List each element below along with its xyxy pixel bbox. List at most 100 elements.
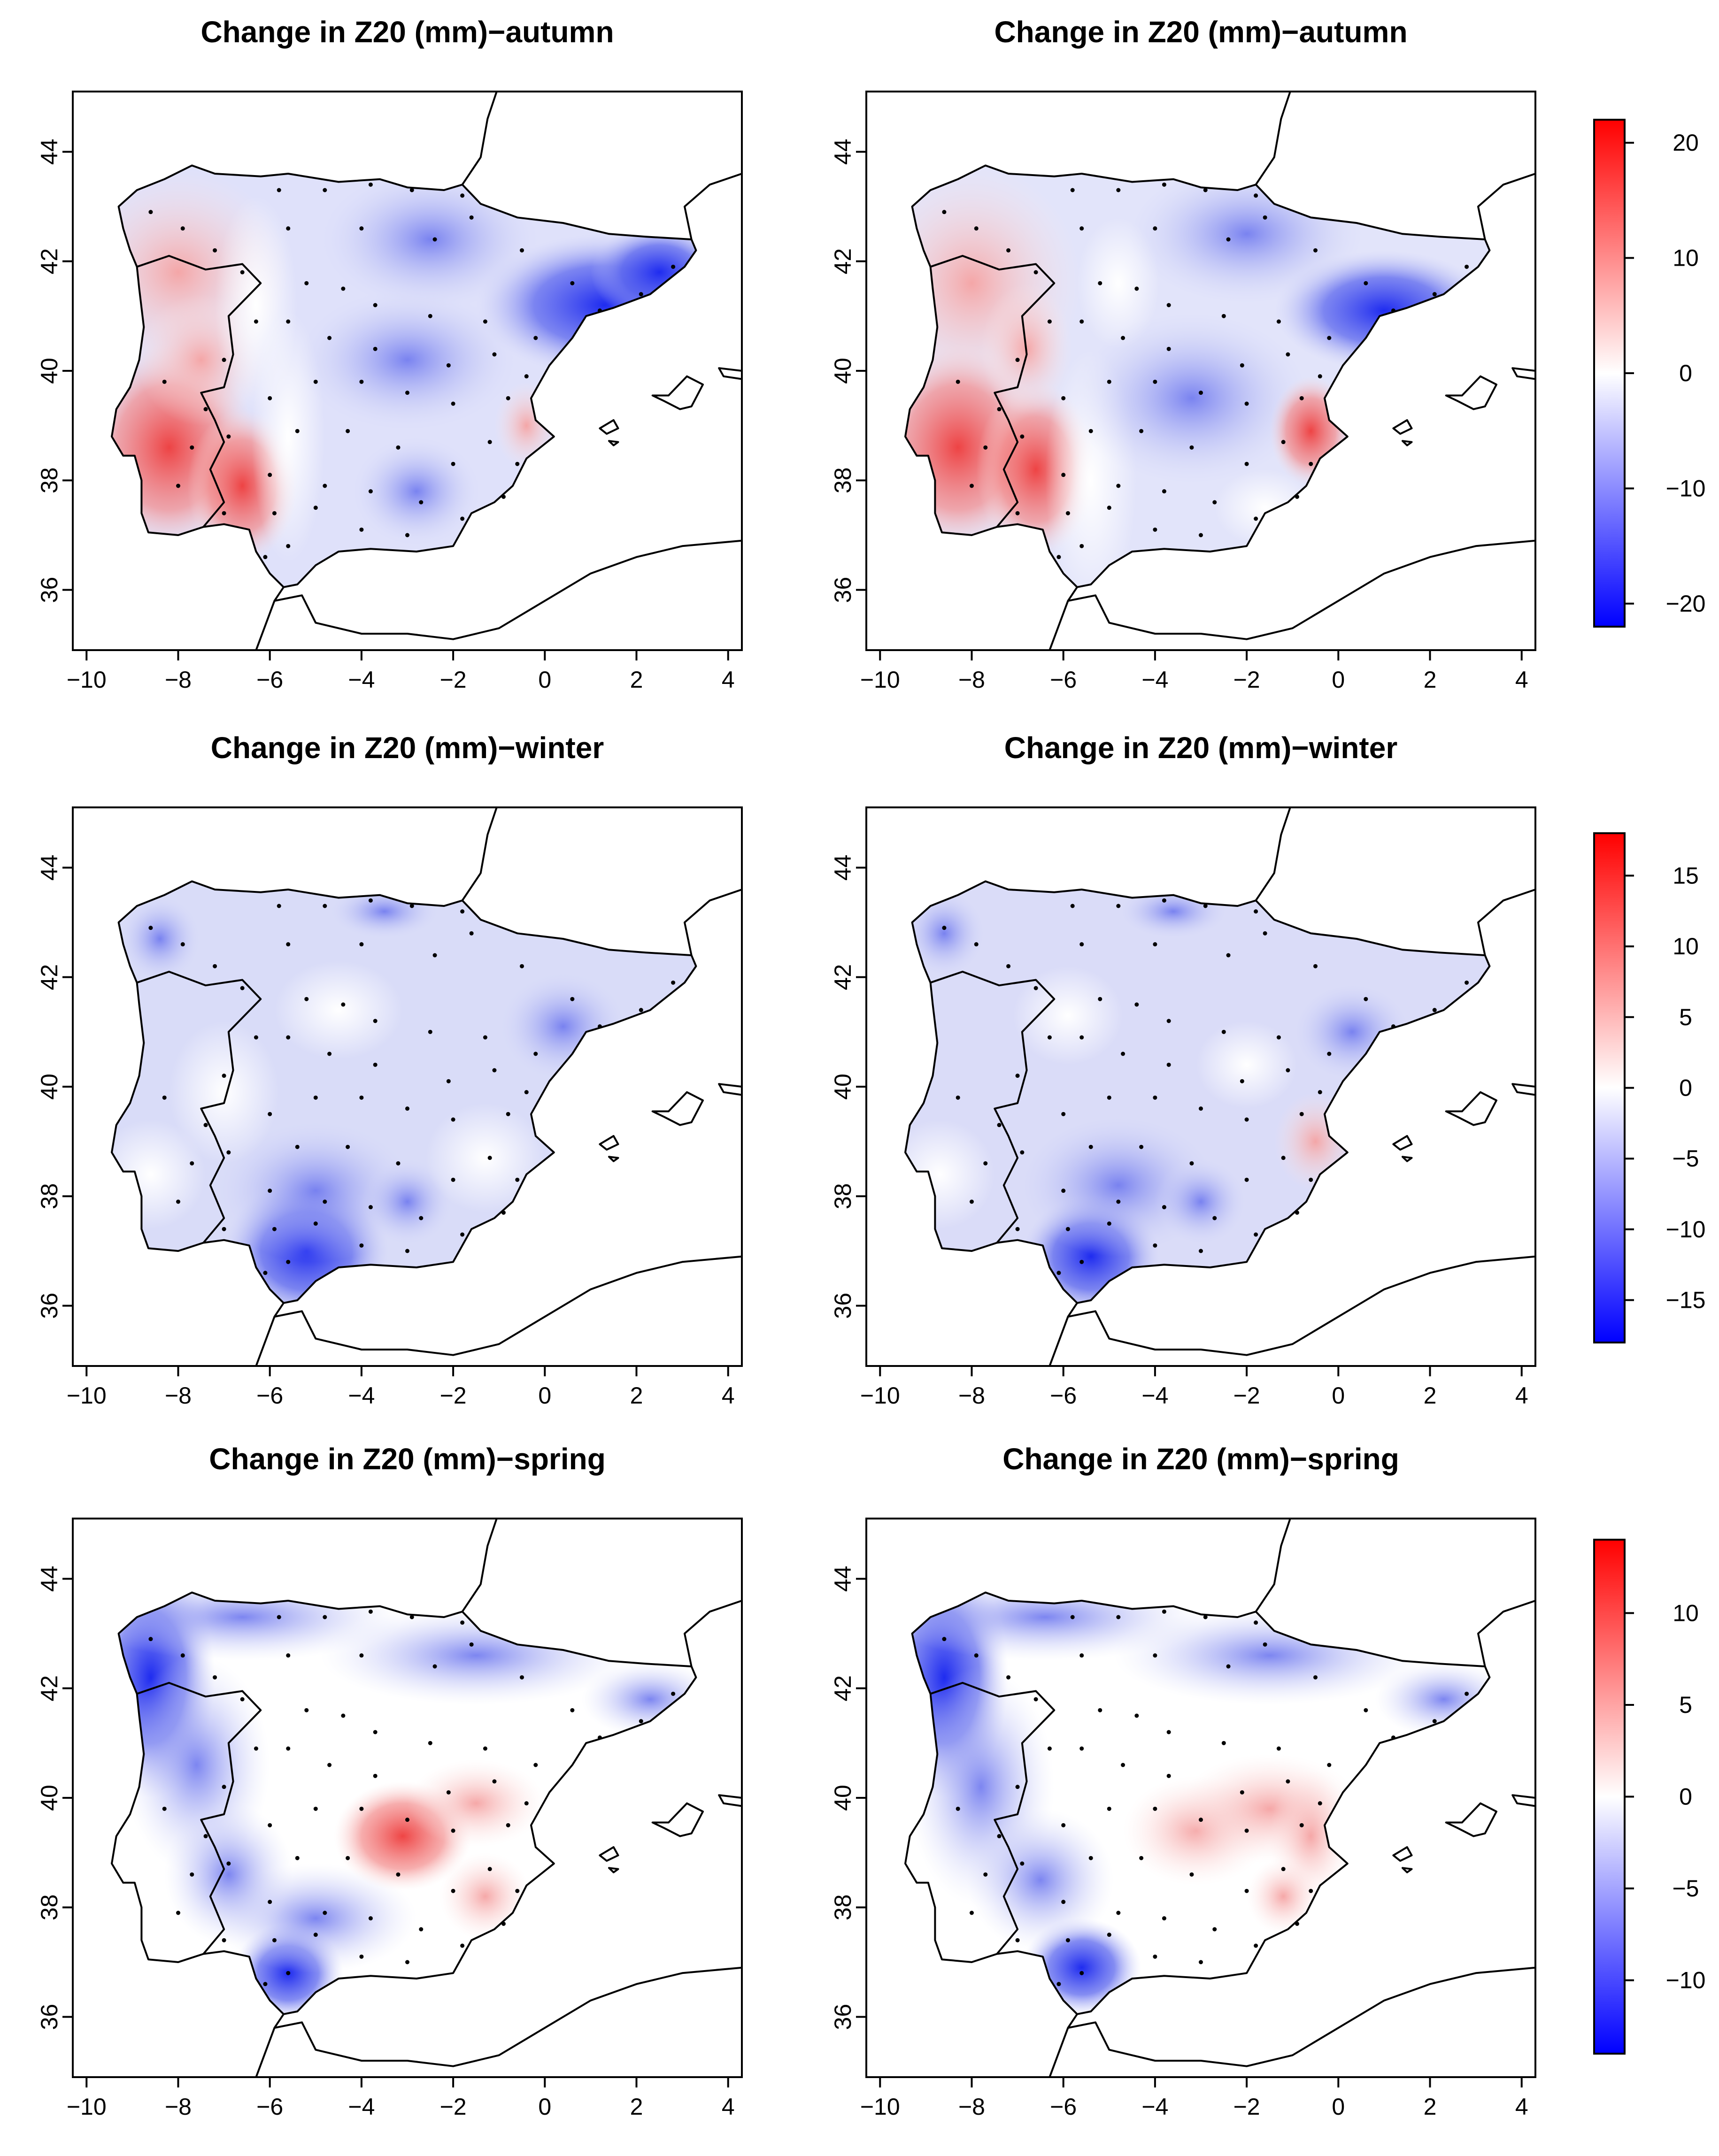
station-point: [942, 926, 947, 930]
balearic-island: [1402, 440, 1413, 446]
station-point: [520, 1675, 524, 1680]
station-point: [1318, 374, 1322, 379]
station-point: [469, 931, 474, 936]
field-anomaly: [169, 1021, 279, 1164]
station-point: [1203, 1615, 1208, 1619]
station-point: [1098, 281, 1102, 285]
y-tick-label: 38: [830, 468, 856, 494]
station-point: [1254, 1620, 1258, 1625]
x-tick-label: −6: [256, 1382, 283, 1409]
station-point: [341, 1713, 346, 1718]
station-point: [1240, 1790, 1244, 1795]
station-point: [213, 248, 217, 253]
station-point: [1240, 1079, 1244, 1083]
station-point: [162, 1806, 167, 1811]
station-point: [1166, 1062, 1171, 1067]
station-point: [1432, 1719, 1437, 1724]
x-tick-label: −2: [1233, 1382, 1260, 1409]
x-tick-label: 0: [1332, 667, 1345, 693]
station-point: [286, 1035, 291, 1040]
station-point: [368, 1916, 373, 1921]
station-point: [597, 308, 602, 313]
station-point: [460, 1620, 465, 1625]
station-point: [1240, 363, 1244, 368]
station-point: [974, 226, 979, 231]
x-tick-label: −2: [440, 1382, 467, 1409]
station-point: [1153, 942, 1157, 947]
station-point: [1221, 1741, 1226, 1745]
station-point: [1070, 904, 1075, 908]
y-tick-label: 38: [830, 1183, 856, 1210]
station-point: [597, 1735, 602, 1740]
x-tick-label: 4: [1515, 667, 1528, 693]
station-point: [1070, 1615, 1075, 1619]
station-point: [286, 1259, 291, 1264]
station-point: [323, 1199, 327, 1204]
station-point: [533, 1763, 538, 1767]
station-point: [1244, 1888, 1249, 1893]
portugal-border: [136, 971, 262, 1243]
station-point: [1065, 511, 1070, 515]
station-point: [341, 286, 346, 291]
balearic-island: [1511, 1083, 1536, 1096]
station-point: [268, 1823, 272, 1827]
station-point: [1309, 1177, 1313, 1182]
station-point: [1061, 473, 1066, 477]
station-point: [1226, 953, 1231, 958]
station-point: [428, 1029, 432, 1034]
station-point: [268, 1900, 272, 1904]
station-point: [190, 1161, 194, 1166]
y-tick-label: 38: [36, 468, 62, 494]
station-point: [313, 1933, 318, 1937]
station-point: [506, 1823, 510, 1827]
station-point: [405, 1249, 409, 1253]
station-point: [203, 1834, 208, 1839]
station-point: [396, 445, 401, 450]
station-point: [341, 1002, 346, 1007]
station-point: [1056, 555, 1061, 560]
y-tick-label: 40: [36, 1074, 62, 1100]
station-point: [1088, 1144, 1093, 1149]
station-point: [405, 1106, 409, 1111]
station-point: [483, 1035, 487, 1040]
station-point: [1226, 1664, 1231, 1669]
colorbar-ramp: [1593, 1539, 1626, 2055]
station-point: [1244, 401, 1249, 406]
station-point: [501, 494, 506, 499]
station-point: [1295, 494, 1299, 499]
station-point: [323, 1910, 327, 1915]
x-tick-label: −6: [1050, 2094, 1077, 2120]
station-point: [1299, 1823, 1304, 1827]
station-point: [1116, 483, 1121, 488]
station-point: [487, 1156, 492, 1160]
y-tick-label: 36: [36, 1293, 62, 1319]
station-point: [1199, 1818, 1203, 1822]
station-point: [373, 346, 378, 351]
y-tick-label: 36: [36, 577, 62, 603]
station-point: [272, 511, 277, 515]
station-point: [1020, 1861, 1025, 1866]
station-point: [1364, 281, 1368, 285]
field-anomaly: [1274, 1092, 1357, 1191]
x-tick-label: 4: [1515, 2094, 1528, 2120]
balearic-island: [651, 1091, 704, 1126]
france-med-coastline: [684, 173, 742, 240]
x-tick-label: −8: [958, 2094, 985, 2120]
station-point: [1116, 1199, 1121, 1204]
station-point: [1056, 1982, 1061, 1987]
station-point: [1318, 1090, 1322, 1095]
colorbar-tick-label: 10: [1673, 1600, 1699, 1626]
station-point: [1309, 1888, 1313, 1893]
station-point: [1263, 1642, 1267, 1647]
x-tick-label: −10: [67, 667, 107, 693]
portugal-border: [136, 1682, 262, 1955]
x-tick-label: −10: [860, 1382, 900, 1409]
strait-line: [1067, 586, 1078, 602]
station-point: [286, 226, 291, 231]
interpolated-field: [905, 165, 1490, 587]
field-anomaly: [361, 1158, 454, 1246]
station-point: [446, 1790, 451, 1795]
station-point: [1079, 319, 1084, 324]
station-point: [1015, 358, 1020, 362]
station-point: [226, 1861, 231, 1866]
